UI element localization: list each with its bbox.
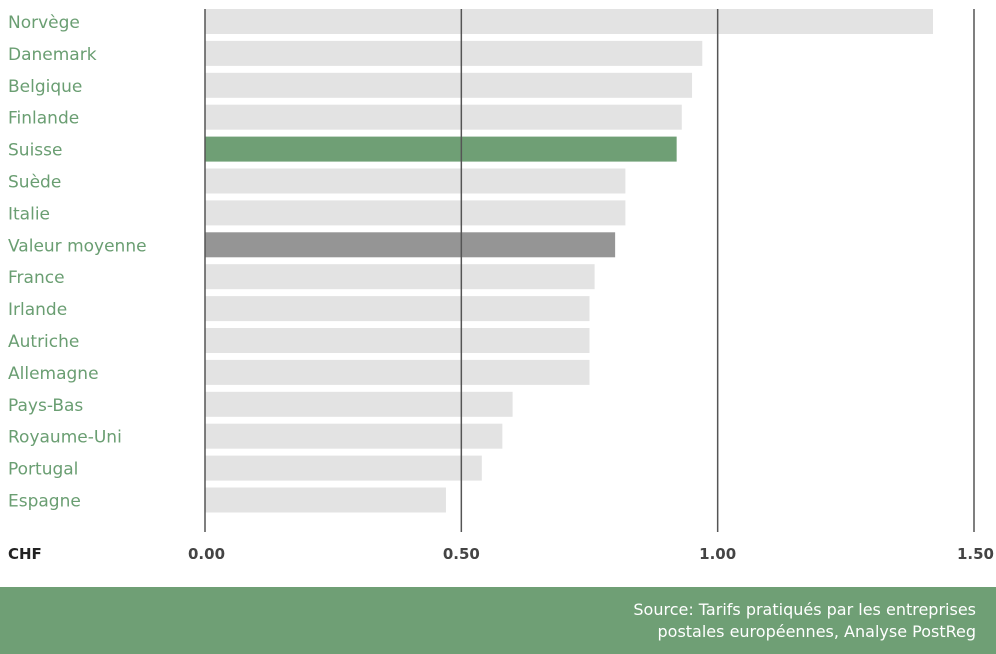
x-tick-label: 0.50	[443, 545, 480, 563]
bar-royaume-uni	[205, 423, 503, 449]
category-label: France	[8, 268, 65, 288]
category-label: Norvège	[8, 13, 80, 33]
bar-chart: Norvège Danemark Belgique Finlande Suisse Suè…	[8, 9, 994, 563]
bar-italie	[205, 200, 626, 226]
category-label: Italie	[8, 204, 50, 224]
category-label: Pays-Bas	[8, 396, 83, 416]
bar-suède	[205, 168, 626, 194]
source-footer: Source: Tarifs pratiqués par les entrepr…	[0, 587, 996, 654]
bar-allemagne	[205, 359, 590, 385]
category-label: Belgique	[8, 77, 82, 97]
bar-valeur-moyenne	[205, 232, 616, 258]
category-label: Espagne	[8, 492, 81, 512]
bar-espagne	[205, 487, 446, 513]
source-line-1: Source: Tarifs pratiqués par les entrepr…	[633, 600, 976, 619]
x-tick-label: 1.00	[699, 545, 736, 563]
bar-irlande	[205, 296, 590, 322]
category-label: Finlande	[8, 109, 79, 129]
x-tick-label: 0.00	[188, 545, 225, 563]
category-labels-group: Norvège Danemark Belgique Finlande Suisse Suè…	[8, 13, 147, 512]
x-tick-labels-group: 0.00 0.50 1.00 1.50	[188, 545, 994, 563]
bar-france	[205, 264, 595, 290]
category-label: Danemark	[8, 45, 97, 65]
bar-pays-bas	[205, 391, 513, 417]
gridlines-group	[204, 9, 975, 532]
bar-danemark	[205, 40, 703, 66]
bar-portugal	[205, 455, 482, 481]
category-label: Suisse	[8, 141, 62, 161]
category-label: Valeur moyenne	[8, 236, 147, 256]
source-line-2: postales européennes, Analyse PostReg	[657, 622, 977, 641]
x-tick-label: 1.50	[957, 545, 994, 563]
category-label: Portugal	[8, 460, 78, 480]
bar-autriche	[205, 328, 590, 353]
x-axis-unit-label: CHF	[8, 545, 42, 563]
category-label: Autriche	[8, 332, 79, 352]
bar-suisse	[205, 136, 677, 162]
category-label: Royaume-Uni	[8, 428, 122, 448]
category-label: Irlande	[8, 300, 67, 320]
source-text: Source: Tarifs pratiqués par les entrepr…	[456, 599, 976, 643]
bar-belgique	[205, 72, 693, 98]
bars-group	[205, 9, 933, 513]
bar-norvège	[205, 9, 933, 34]
category-label: Allemagne	[8, 364, 99, 384]
category-label: Suède	[8, 173, 61, 193]
bar-finlande	[205, 104, 682, 130]
